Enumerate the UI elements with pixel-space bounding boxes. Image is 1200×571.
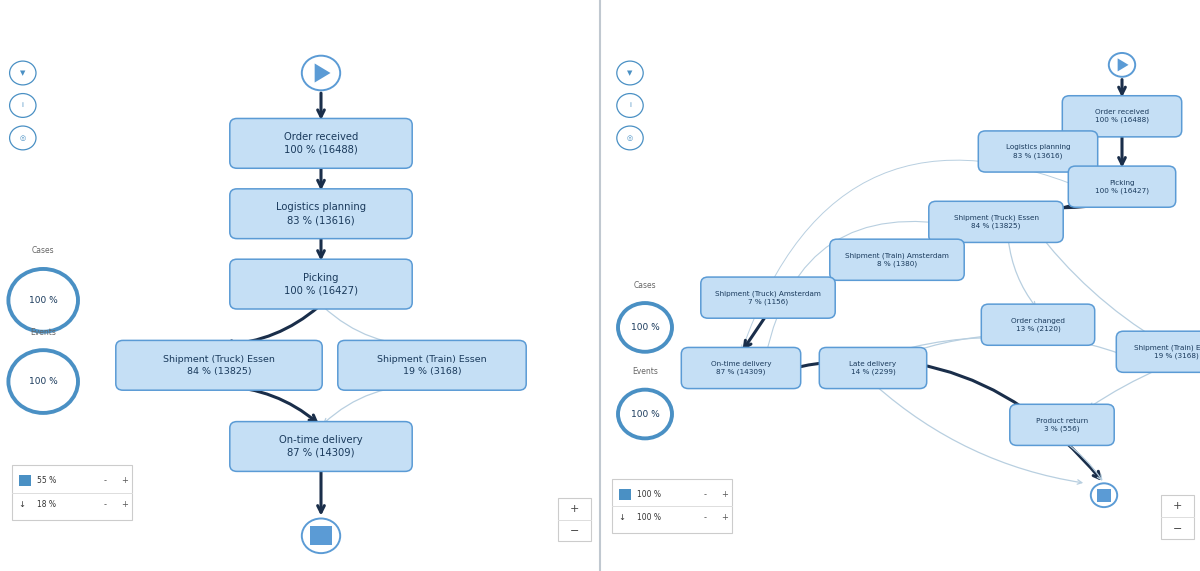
FancyBboxPatch shape <box>311 526 331 545</box>
FancyBboxPatch shape <box>19 475 31 486</box>
Text: Order changed
13 % (2120): Order changed 13 % (2120) <box>1010 317 1066 332</box>
Text: Logistics planning
83 % (13616): Logistics planning 83 % (13616) <box>276 202 366 225</box>
Text: Shipment (Truck) Essen
84 % (13825): Shipment (Truck) Essen 84 % (13825) <box>954 215 1038 229</box>
Text: QPR ProcessAnalyzer - Process Discovery: QPR ProcessAnalyzer - Process Discovery <box>755 9 1045 21</box>
Text: −: − <box>570 526 580 537</box>
Text: 100 %: 100 % <box>631 409 659 419</box>
Text: i: i <box>629 102 631 108</box>
FancyBboxPatch shape <box>558 498 592 541</box>
Text: ?: ? <box>558 10 564 20</box>
Text: Cases: Cases <box>634 280 656 289</box>
FancyBboxPatch shape <box>820 347 926 389</box>
Text: Shipment (Truck) Essen
84 % (13825): Shipment (Truck) Essen 84 % (13825) <box>163 355 275 376</box>
Text: ◎: ◎ <box>626 135 634 141</box>
Text: Shipment (Train) Essen
19 % (3168): Shipment (Train) Essen 19 % (3168) <box>1134 344 1200 359</box>
FancyBboxPatch shape <box>682 347 800 389</box>
FancyBboxPatch shape <box>1162 495 1194 538</box>
Polygon shape <box>1117 58 1128 71</box>
FancyBboxPatch shape <box>230 259 413 309</box>
Text: 100 %: 100 % <box>29 296 58 305</box>
Text: On-time delivery
87 % (14309): On-time delivery 87 % (14309) <box>280 435 362 458</box>
Text: 18 %: 18 % <box>37 500 56 509</box>
Text: Picking
100 % (16427): Picking 100 % (16427) <box>1096 179 1150 194</box>
FancyBboxPatch shape <box>978 131 1098 172</box>
FancyBboxPatch shape <box>1010 404 1115 445</box>
Text: -: - <box>103 500 107 509</box>
FancyBboxPatch shape <box>230 118 413 168</box>
Text: −: − <box>1172 524 1182 534</box>
Text: 100 %: 100 % <box>637 490 661 498</box>
Text: +: + <box>1172 501 1182 511</box>
Text: On-time delivery
87 % (14309): On-time delivery 87 % (14309) <box>710 361 772 375</box>
Text: -: - <box>703 490 707 498</box>
Text: +: + <box>721 490 728 498</box>
FancyBboxPatch shape <box>929 202 1063 243</box>
Text: ▼: ▼ <box>628 70 632 76</box>
Text: ≡: ≡ <box>616 8 626 22</box>
Text: ⚉: ⚉ <box>574 10 582 20</box>
Text: ▼: ▼ <box>20 70 25 76</box>
Text: ◎: ◎ <box>19 135 26 141</box>
Text: Order received
100 % (16488): Order received 100 % (16488) <box>1094 109 1150 123</box>
Text: Shipment (Train) Essen
19 % (3168): Shipment (Train) Essen 19 % (3168) <box>377 355 487 376</box>
Text: ⋮: ⋮ <box>587 9 599 21</box>
Text: Shipment (Train) Amsterdam
8 % (1380): Shipment (Train) Amsterdam 8 % (1380) <box>845 252 949 267</box>
FancyBboxPatch shape <box>1068 166 1176 207</box>
FancyBboxPatch shape <box>230 189 413 239</box>
FancyBboxPatch shape <box>619 489 631 500</box>
Text: Cases: Cases <box>32 247 54 255</box>
Text: i: i <box>22 102 24 108</box>
Text: Events: Events <box>632 367 658 376</box>
FancyBboxPatch shape <box>1062 96 1182 137</box>
Text: 100 %: 100 % <box>631 323 659 332</box>
Text: +: + <box>121 500 128 509</box>
Text: +: + <box>121 476 128 485</box>
FancyBboxPatch shape <box>338 340 527 390</box>
Text: +: + <box>570 504 580 514</box>
Text: +: + <box>721 513 728 522</box>
Text: Order received
100 % (16488): Order received 100 % (16488) <box>284 132 358 155</box>
FancyBboxPatch shape <box>701 277 835 318</box>
Text: ≡: ≡ <box>616 8 626 22</box>
FancyBboxPatch shape <box>612 479 732 533</box>
Text: Picking
100 % (16427): Picking 100 % (16427) <box>284 273 358 296</box>
FancyBboxPatch shape <box>982 304 1094 345</box>
Text: 100 %: 100 % <box>637 513 661 522</box>
Text: -: - <box>703 513 707 522</box>
Text: Events: Events <box>30 328 56 337</box>
Text: -: - <box>103 476 107 485</box>
Text: Shipment (Truck) Amsterdam
7 % (1156): Shipment (Truck) Amsterdam 7 % (1156) <box>715 290 821 305</box>
Text: QPR ProcessAnalyzer - Process Discovery: QPR ProcessAnalyzer - Process Discovery <box>155 9 445 21</box>
FancyBboxPatch shape <box>830 239 965 280</box>
Polygon shape <box>314 63 330 83</box>
Text: Product return
3 % (556): Product return 3 % (556) <box>1036 418 1088 432</box>
Text: Late delivery
14 % (2299): Late delivery 14 % (2299) <box>850 361 896 375</box>
FancyBboxPatch shape <box>12 465 132 520</box>
Text: 100 %: 100 % <box>29 377 58 386</box>
Text: ↓: ↓ <box>618 513 625 522</box>
Text: ≡: ≡ <box>14 8 26 22</box>
Text: 55 %: 55 % <box>37 476 56 485</box>
FancyBboxPatch shape <box>230 421 413 472</box>
Text: Logistics planning
83 % (13616): Logistics planning 83 % (13616) <box>1006 144 1070 159</box>
Text: ↓: ↓ <box>18 500 25 509</box>
FancyBboxPatch shape <box>1116 331 1200 372</box>
FancyBboxPatch shape <box>1097 489 1111 502</box>
FancyBboxPatch shape <box>115 340 323 390</box>
